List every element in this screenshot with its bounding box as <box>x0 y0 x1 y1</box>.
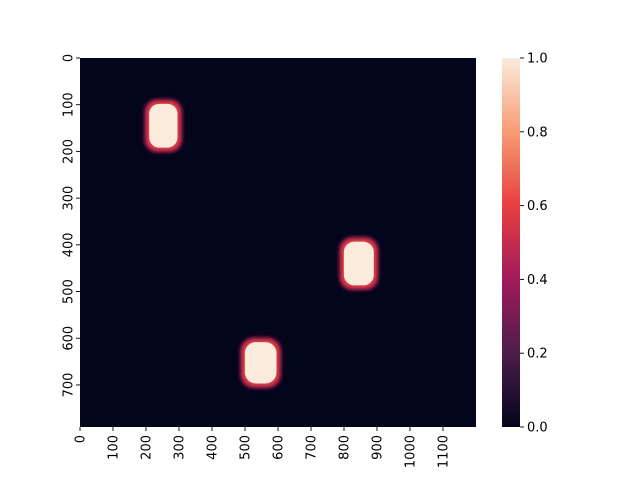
colorbar-tick-label: 1.0 <box>527 52 548 67</box>
hotspot-core <box>343 241 374 286</box>
hotspot <box>144 99 182 153</box>
x-tick-label: 700 <box>305 435 320 460</box>
x-tick-label: 1000 <box>404 435 419 468</box>
colorbar-tick-label: 0.6 <box>527 199 548 214</box>
x-tick-label: 1100 <box>437 435 452 468</box>
x-tick-label: 300 <box>173 435 188 460</box>
colorbar-tick-label: 0.2 <box>527 347 548 362</box>
colorbar-gradient <box>502 58 520 427</box>
hotspot-core <box>244 342 277 384</box>
x-tick-label: 400 <box>206 435 221 460</box>
y-axis: 0 100 200 300 400 500 600 700 <box>62 54 80 398</box>
x-tick-label: 800 <box>338 435 353 460</box>
x-tick-label: 500 <box>239 435 254 460</box>
y-tick-label: 700 <box>62 373 77 398</box>
x-tick-label: 200 <box>140 435 155 460</box>
y-tick-label: 500 <box>62 279 77 304</box>
hotspot <box>339 237 379 290</box>
y-tick-label: 400 <box>62 232 77 257</box>
x-tick-label: 600 <box>272 435 287 460</box>
colorbar-ticks: 0.0 0.2 0.4 0.6 0.8 1.0 <box>520 52 548 436</box>
colorbar: 0.0 0.2 0.4 0.6 0.8 1.0 <box>502 52 548 436</box>
colorbar-tick-label: 0.0 <box>527 421 548 436</box>
heatmap-plot-area <box>80 58 476 427</box>
x-axis: 0 100 200 300 400 500 600 700 800 900 1000 1100 <box>74 427 452 468</box>
x-tick-label: 900 <box>371 435 386 460</box>
y-tick-label: 300 <box>62 186 77 211</box>
hotspot-core <box>149 103 178 148</box>
y-tick-label: 600 <box>62 326 77 351</box>
colorbar-tick-label: 0.4 <box>527 273 548 288</box>
y-tick-label: 100 <box>62 92 77 117</box>
y-tick-label: 200 <box>62 139 77 164</box>
colorbar-tick-label: 0.8 <box>527 125 548 140</box>
x-tick-label: 0 <box>74 435 89 443</box>
heatmap-hotspots <box>144 99 379 388</box>
x-tick-label: 100 <box>107 435 122 460</box>
y-tick-label: 0 <box>62 54 77 62</box>
hotspot <box>240 337 281 388</box>
